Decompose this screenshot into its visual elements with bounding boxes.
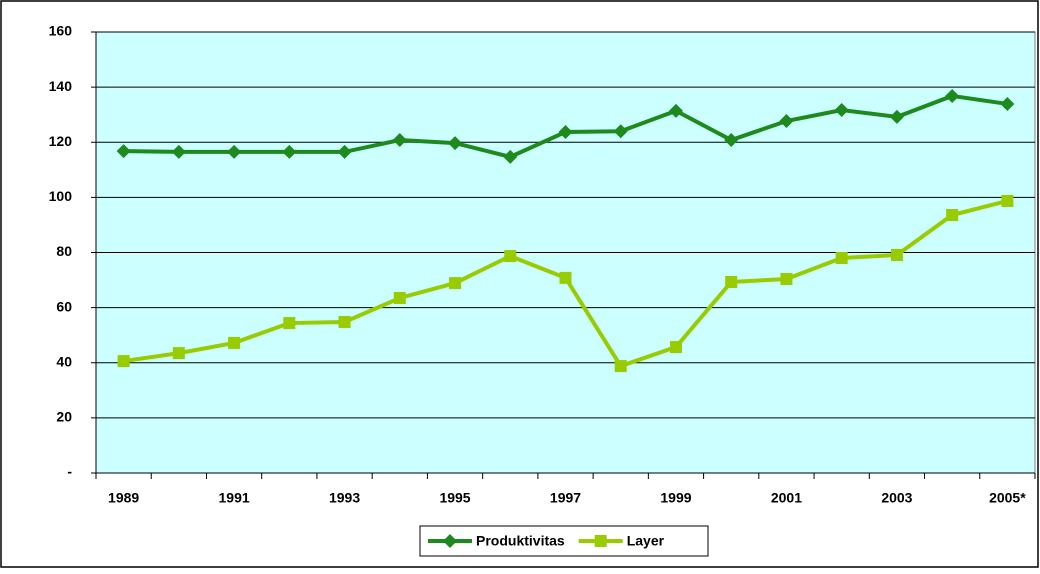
legend-marker xyxy=(594,535,607,547)
data-point xyxy=(945,88,960,103)
data-point xyxy=(448,136,463,151)
x-tick-label: 1997 xyxy=(550,490,581,506)
data-point xyxy=(117,355,130,368)
data-point xyxy=(835,252,848,265)
data-point xyxy=(504,250,517,263)
data-point xyxy=(614,360,627,373)
x-tick-label: 1989 xyxy=(108,490,139,506)
data-point xyxy=(559,271,572,284)
data-point xyxy=(227,144,242,159)
y-tick-label: 40 xyxy=(56,353,72,369)
y-tick-label: - xyxy=(67,464,72,480)
data-point xyxy=(780,272,793,285)
data-point xyxy=(890,248,903,261)
data-point xyxy=(724,133,739,148)
legend-marker xyxy=(443,534,457,548)
data-point xyxy=(669,341,682,354)
y-tick-label: 20 xyxy=(56,409,72,425)
data-point xyxy=(392,133,407,148)
data-point xyxy=(779,114,794,129)
legend-label: Layer xyxy=(627,533,665,549)
data-point xyxy=(393,291,406,304)
data-point xyxy=(613,124,628,139)
x-tick-label: 1991 xyxy=(219,490,250,506)
data-point xyxy=(668,103,683,118)
x-tick-label: 1995 xyxy=(439,490,470,506)
data-point xyxy=(171,144,186,159)
data-point xyxy=(1001,194,1014,207)
data-point xyxy=(1000,96,1015,111)
y-tick-label: 80 xyxy=(56,243,72,259)
y-tick-label: 160 xyxy=(49,23,73,39)
legend-label: Produktivitas xyxy=(476,533,565,549)
x-tick-label: 2001 xyxy=(771,490,802,506)
y-tick-label: 100 xyxy=(49,188,73,204)
data-point xyxy=(449,277,462,290)
y-tick-label: 60 xyxy=(56,298,72,314)
y-tick-label: 120 xyxy=(49,133,73,149)
y-tick-label: 140 xyxy=(49,78,73,94)
x-tick-label: 2003 xyxy=(881,490,912,506)
data-point xyxy=(503,149,518,164)
data-point xyxy=(725,275,738,288)
data-point xyxy=(116,144,131,159)
data-point xyxy=(558,125,573,140)
data-point xyxy=(282,144,297,159)
x-tick-label: 1993 xyxy=(329,490,360,506)
data-point xyxy=(283,317,296,330)
x-tick-label: 1999 xyxy=(660,490,691,506)
data-point xyxy=(889,109,904,124)
data-point xyxy=(337,144,352,159)
data-point xyxy=(834,103,849,118)
data-point xyxy=(228,336,241,349)
data-point xyxy=(172,347,185,360)
x-tick-label: 2005* xyxy=(989,490,1026,506)
data-point xyxy=(946,209,959,222)
data-point xyxy=(338,315,351,328)
